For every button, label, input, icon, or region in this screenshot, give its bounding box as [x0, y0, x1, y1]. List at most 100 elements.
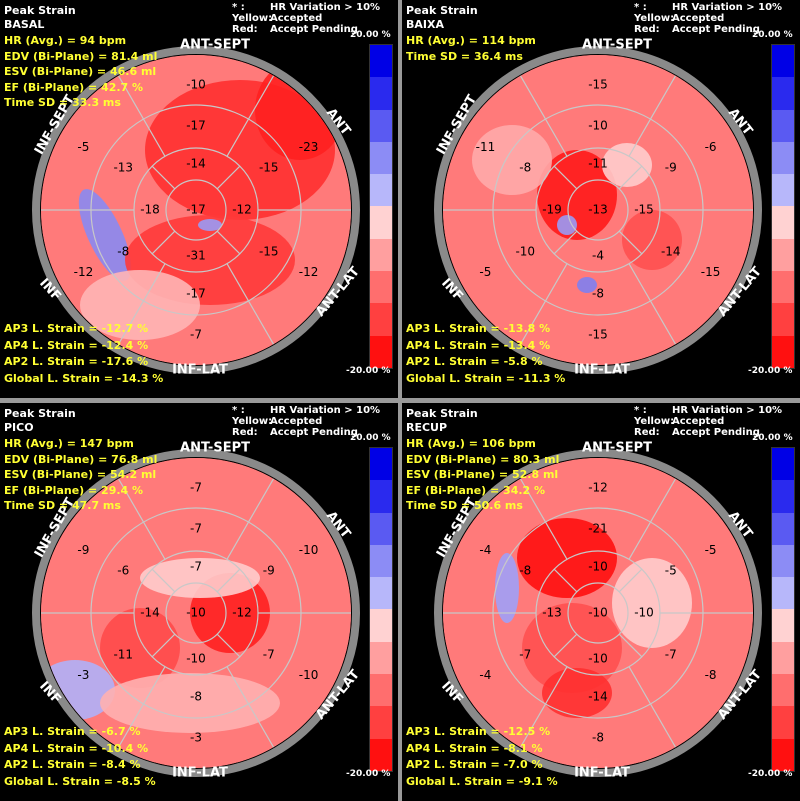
color-scale-bar [771, 447, 795, 772]
stat-line: Time SD = 33.3 ms [4, 96, 121, 109]
strain-line: Global L. Strain = -9.1 % [406, 774, 558, 788]
legend-value: HR Variation > 10% [270, 405, 381, 416]
scale-max-label: 20.00 % [752, 30, 793, 40]
segment-basal-anterior: -12 [588, 481, 608, 495]
legend-key: Yellow: [232, 416, 273, 427]
segment-basal-inferior: -15 [588, 327, 608, 341]
segment-mid-inferior: -17 [186, 287, 206, 301]
strain-line: AP2 L. Strain = -7.0 % [406, 758, 543, 771]
scale-max-label: 20.00 % [350, 433, 391, 443]
legend-key: Yellow: [634, 13, 675, 24]
segment-mid-inferolateral: -15 [259, 245, 279, 259]
legend-value: HR Variation > 10% [672, 2, 783, 13]
wall-label-top: ANT-SEPT [582, 441, 652, 456]
segment-mid-anteroseptal: -13 [113, 161, 133, 175]
legend-key: * : [232, 2, 245, 13]
strain-line: Global L. Strain = -14.3 % [4, 371, 164, 385]
bullseye-panel-baixa[interactable]: -15 -6 -15 -15 -5 -11 -10 -9 -14 -8 -10 -8 -11 -15 -4 -… [402, 0, 800, 398]
segment-basal-anteroseptal: -11 [476, 140, 496, 154]
scale-min-label: -20.00 % [346, 366, 391, 376]
segment-mid-anterior: -17 [186, 119, 206, 133]
segment-mid-anteroseptal: -8 [519, 161, 531, 175]
legend-value: Accept Pending [270, 24, 358, 35]
bullseye-panel-pico[interactable]: -7 -10 -10 -3 -3 -9 -7 -9 -7 -8 -11 -6 -7 -12 -10 -14 -1… [0, 403, 398, 801]
segment-mid-inferior: -14 [588, 690, 608, 704]
legend-value: Accepted [672, 13, 725, 24]
segment-basal-anterolateral: -10 [299, 543, 319, 557]
segment-apical-inferior: -10 [186, 652, 206, 666]
segment-mid-inferoseptal: -11 [113, 648, 133, 662]
segment-apical-inferior: -31 [186, 249, 206, 263]
color-scale-bar [771, 44, 795, 369]
stat-line: EF (Bi-Plane) = 34.2 % [406, 483, 546, 497]
segment-mid-inferoseptal: -8 [117, 245, 129, 259]
bullseye-plot: -12 -5 -8 -8 -4 -4 -21 -5 -7 -14 -7 -8 -10 -10 -10 -13 -… [434, 441, 765, 781]
strain-line: AP4 L. Strain = -10.4 % [4, 741, 149, 755]
segment-apical-septal: -18 [140, 203, 160, 217]
segment-mid-inferior: -8 [190, 690, 202, 704]
segment-apical-inferior: -10 [588, 652, 608, 666]
scale-min-label: -20.00 % [748, 366, 793, 376]
wall-label-bottom: INF-LAT [172, 766, 228, 781]
segment-basal-anteroseptal: -9 [77, 543, 89, 557]
segment-apical-anterior: -7 [190, 560, 202, 574]
segment-basal-inferolateral: -8 [705, 668, 717, 682]
legend-key: * : [634, 405, 647, 416]
segment-basal-anterior: -15 [588, 78, 608, 92]
segment-mid-inferoseptal: -10 [515, 245, 535, 259]
segment-basal-inferoseptal: -4 [479, 668, 491, 682]
segment-mid-anterolateral: -15 [259, 161, 279, 175]
bullseye-plot: -10 -23 -12 -7 -12 -5 -17 -15 -15 -17 -8 -13 -14 -12 -… [32, 38, 363, 378]
segment-apical-inferior: -4 [592, 249, 604, 263]
segment-apical-lateral: -12 [232, 203, 252, 217]
legend-key: Red: [634, 427, 660, 438]
strain-line: AP2 L. Strain = -17.6 % [4, 355, 149, 368]
strain-line: AP2 L. Strain = -8.4 % [4, 758, 141, 771]
segment-basal-anteroseptal: -4 [479, 543, 491, 557]
strain-line: AP3 L. Strain = -12.7 % [4, 322, 149, 335]
legend-value: Accept Pending [270, 427, 358, 438]
segment-basal-anteroseptal: -5 [77, 140, 89, 154]
segment-mid-inferoseptal: -7 [519, 648, 531, 662]
bullseye-panel-recup[interactable]: -12 -5 -8 -8 -4 -4 -21 -5 -7 -14 -7 -8 -10 -10 -10 -13 -… [402, 403, 800, 801]
panel-title: Peak Strain [4, 4, 76, 17]
stat-line: HR (Avg.) = 106 bpm [406, 437, 536, 450]
legend-key: Red: [232, 24, 258, 35]
legend-value: Accepted [270, 416, 323, 427]
wall-label-bottom: INF-LAT [574, 363, 630, 378]
segment-apex: -10 [588, 606, 608, 620]
stage-label: PICO [4, 421, 34, 434]
segment-mid-inferolateral: -7 [665, 648, 677, 662]
stat-line: HR (Avg.) = 114 bpm [406, 34, 536, 47]
stat-line: Time SD = 36.4 ms [406, 49, 523, 63]
segment-mid-inferolateral: -7 [263, 648, 275, 662]
segment-basal-inferior: -8 [592, 730, 604, 744]
segment-apical-anterior: -14 [186, 157, 206, 171]
bullseye-plot: -15 -6 -15 -15 -5 -11 -10 -9 -14 -8 -10 -8 -11 -15 -4 -… [434, 38, 765, 378]
segment-mid-anterolateral: -5 [665, 564, 677, 578]
stat-line: ESV (Bi-Plane) = 54.2 ml [4, 468, 157, 481]
segment-basal-inferoseptal: -12 [74, 265, 94, 279]
segment-basal-anterolateral: -5 [705, 543, 717, 557]
stat-line: EF (Bi-Plane) = 29.4 % [4, 483, 144, 497]
strain-line: AP4 L. Strain = -8.1 % [406, 741, 543, 755]
legend-value: Accepted [270, 13, 323, 24]
segment-basal-inferolateral: -10 [299, 668, 319, 682]
strain-line: AP2 L. Strain = -5.8 % [406, 355, 543, 368]
segment-mid-inferolateral: -14 [661, 245, 681, 259]
segment-mid-anterior: -10 [588, 119, 608, 133]
legend-value: HR Variation > 10% [672, 405, 783, 416]
bullseye-panel-basal[interactable]: -10 -23 -12 -7 -12 -5 -17 -15 -15 -17 -8 -13 -14 -12 -… [0, 0, 398, 398]
legend-value: Accepted [672, 416, 725, 427]
segment-basal-inferior: -7 [190, 327, 202, 341]
segment-basal-anterolateral: -23 [299, 140, 319, 154]
segment-basal-anterior: -10 [186, 78, 206, 92]
segment-apical-septal: -14 [140, 606, 160, 620]
segment-apical-septal: -13 [542, 606, 562, 620]
segment-apical-septal: -19 [542, 203, 562, 217]
strain-line: AP4 L. Strain = -13.4 % [406, 338, 551, 352]
bullseye-plot: -7 -10 -10 -3 -3 -9 -7 -9 -7 -8 -11 -6 -7 -12 -10 -14 -1… [32, 441, 363, 781]
strain-line: AP4 L. Strain = -12.4 % [4, 338, 149, 352]
legend-key: Yellow: [634, 416, 675, 427]
segment-apical-lateral: -10 [634, 606, 654, 620]
